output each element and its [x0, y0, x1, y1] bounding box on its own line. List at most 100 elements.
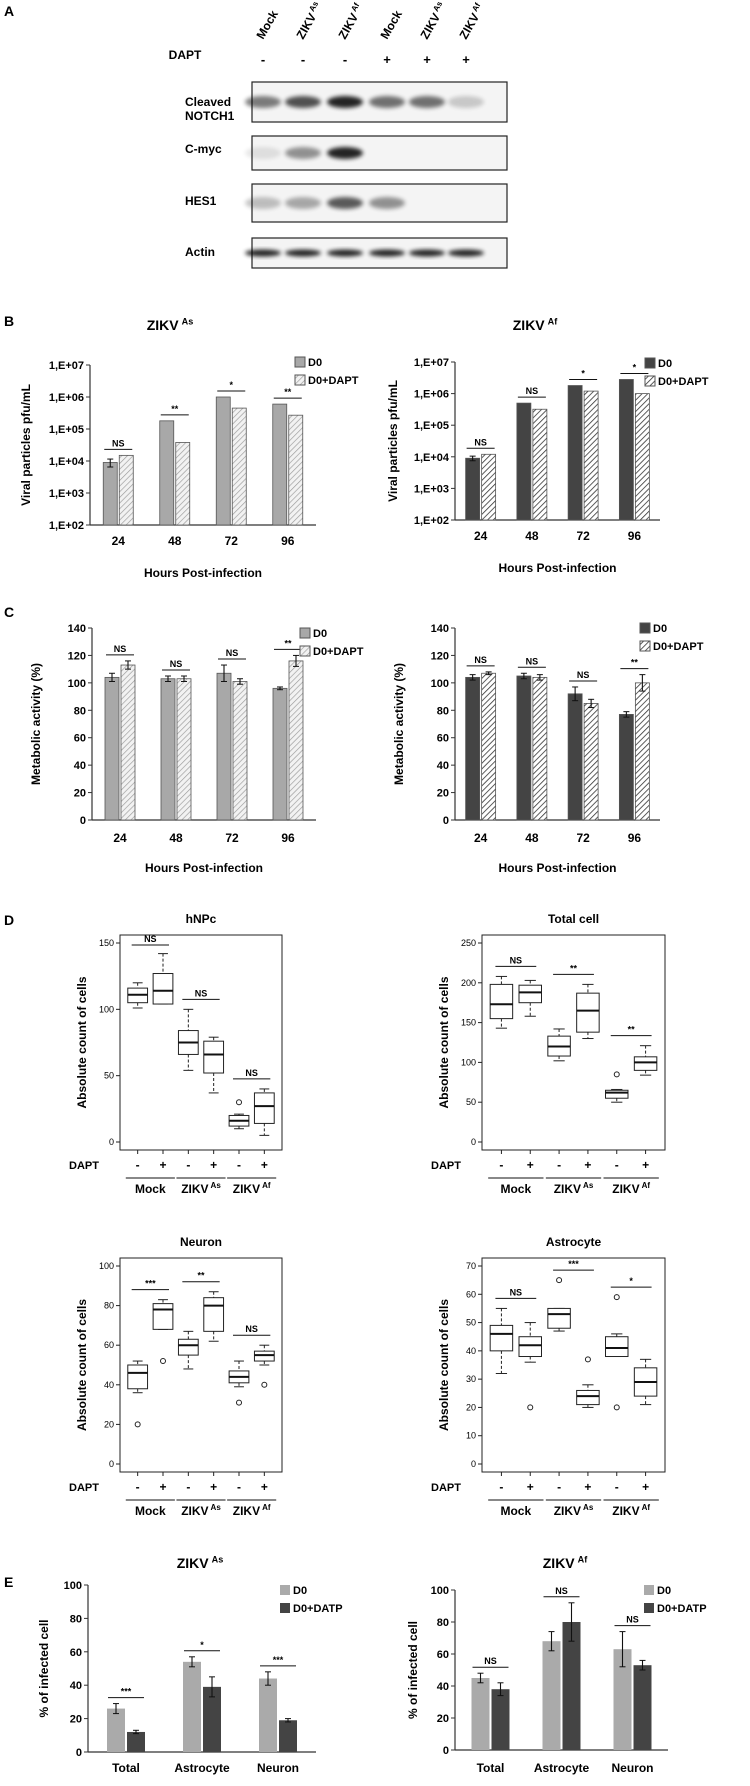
y-tick-label: 1,E+03: [414, 483, 449, 495]
lane-label-sup: Af: [349, 1, 361, 13]
y-tick-label: 20: [74, 788, 86, 800]
y-axis-label: Absolute count of cells: [75, 1299, 89, 1431]
group-label: ZIKV As: [554, 1503, 594, 1518]
group-label: Mock: [135, 1504, 166, 1518]
category-label: Total: [477, 1761, 505, 1775]
sig-label: **: [631, 658, 639, 668]
box: [489, 1324, 514, 1352]
blot-band: [285, 96, 321, 108]
category-label: 48: [525, 831, 539, 845]
sig-label: **: [570, 963, 578, 973]
y-tick-label: 250: [461, 938, 476, 948]
group-label-text: Mock: [500, 1182, 531, 1196]
outlier: [160, 1358, 166, 1365]
y-tick-label: 60: [74, 733, 86, 745]
y-axis-label: Absolute count of cells: [75, 976, 89, 1108]
sig-label: *: [200, 1640, 204, 1650]
y-tick-label: 150: [461, 1018, 476, 1028]
y-tick-label: 1,E+06: [414, 389, 449, 401]
y-tick-label: 100: [431, 678, 449, 690]
legend-swatch: [299, 627, 311, 639]
category-label: Total: [112, 1761, 140, 1775]
chart-title: Total cell: [548, 912, 599, 926]
plot-frame: [481, 934, 666, 1151]
legend-label: D0+DATP: [293, 1603, 343, 1615]
outlier: [584, 1356, 591, 1363]
lane-label-sup: As: [431, 0, 444, 13]
lane-label-text: ZIKV: [417, 11, 443, 42]
category-label: Neuron: [612, 1761, 654, 1775]
panel-letter-d: D: [4, 912, 14, 928]
viral-titer-zikv-af-chart: 1,E+02 1,E+03 1,E+04 1,E+05 1,E+06 1,E+07 NS 24…: [386, 316, 709, 575]
y-tick-label: 60: [70, 1647, 82, 1659]
chart-title: Neuron: [180, 1235, 222, 1249]
x-axis-label: Hours Post-infection: [498, 861, 616, 875]
treatment-sign: -: [186, 1480, 190, 1494]
treatment-sign: -: [136, 1480, 140, 1494]
chart-title-text: ZIKV: [177, 1555, 210, 1571]
bar: [516, 402, 532, 521]
group-label: ZIKV As: [181, 1503, 221, 1518]
chart-title: ZIKV As: [147, 316, 194, 333]
group-label-sup: Af: [642, 1181, 651, 1190]
chart-title-sup: Af: [548, 316, 559, 326]
y-tick-label: 1,E+04: [49, 456, 85, 468]
infected-cell-zikv-af-chart: 0 20 40 60 80 100 NS Total NS Astrocyte NS Neuron ZI…: [406, 1554, 707, 1775]
sig-label: ***: [145, 1279, 156, 1289]
bar: [231, 407, 247, 526]
y-tick-label: 40: [70, 1680, 82, 1692]
treatment-sign: +: [423, 52, 431, 67]
group-label: ZIKV As: [554, 1181, 594, 1196]
panel-letter-b: B: [4, 313, 14, 329]
treatment-sign: +: [210, 1158, 217, 1172]
lane-label-text: ZIKV: [335, 11, 361, 42]
y-tick-label: 80: [437, 705, 449, 717]
y-tick-label: 60: [466, 1289, 476, 1299]
sig-label: NS: [526, 386, 539, 396]
box: [576, 992, 600, 1033]
group-label: Mock: [500, 1504, 531, 1518]
sig-label: NS: [555, 1586, 568, 1596]
lane-label: Mock: [377, 8, 405, 42]
y-axis-label: Absolute count of cells: [437, 1299, 451, 1431]
treatment-sign: +: [462, 52, 470, 67]
bar: [634, 393, 650, 521]
bar: [583, 390, 599, 521]
category-label: 72: [225, 534, 239, 548]
category-label: 48: [525, 529, 539, 543]
blot-band: [245, 147, 281, 159]
y-tick-label: 40: [437, 1681, 449, 1693]
group-label-text: ZIKV: [233, 1182, 260, 1196]
box: [127, 1364, 149, 1390]
plot-frame: [119, 1257, 283, 1473]
blot-band: [285, 249, 321, 257]
y-tick-label: 200: [461, 978, 476, 988]
y-tick-label: 100: [461, 1057, 476, 1067]
group-label-sup: Af: [642, 1503, 651, 1512]
box: [605, 1336, 629, 1358]
chart-title: ZIKV Af: [513, 316, 558, 333]
legend-label: D0: [653, 623, 667, 635]
bar: [232, 681, 248, 821]
y-tick-label: 20: [437, 788, 449, 800]
treatment-sign: +: [527, 1480, 534, 1494]
y-tick-label: 1,E+02: [414, 515, 449, 527]
bar: [618, 379, 634, 521]
y-tick-label: 20: [70, 1714, 82, 1726]
y-tick-label: 0: [471, 1137, 476, 1147]
blot-band: [448, 249, 484, 257]
y-tick-label: 100: [99, 1261, 114, 1271]
blot-band: [369, 249, 405, 257]
group-label: ZIKV Af: [233, 1503, 271, 1518]
chart-title: ZIKV Af: [543, 1554, 588, 1571]
infected-cell-zikv-as-chart: 0 20 40 60 80 100 *** Total * Astrocyte *** Neuron Z…: [37, 1554, 343, 1775]
panel-letter-c: C: [4, 604, 14, 620]
bar: [160, 678, 176, 821]
bar: [516, 675, 532, 821]
group-label-text: ZIKV: [554, 1182, 581, 1196]
y-tick-label: 120: [431, 650, 449, 662]
sig-label: NS: [245, 1324, 258, 1334]
treatment-sign: +: [159, 1480, 166, 1494]
bar: [532, 676, 548, 821]
